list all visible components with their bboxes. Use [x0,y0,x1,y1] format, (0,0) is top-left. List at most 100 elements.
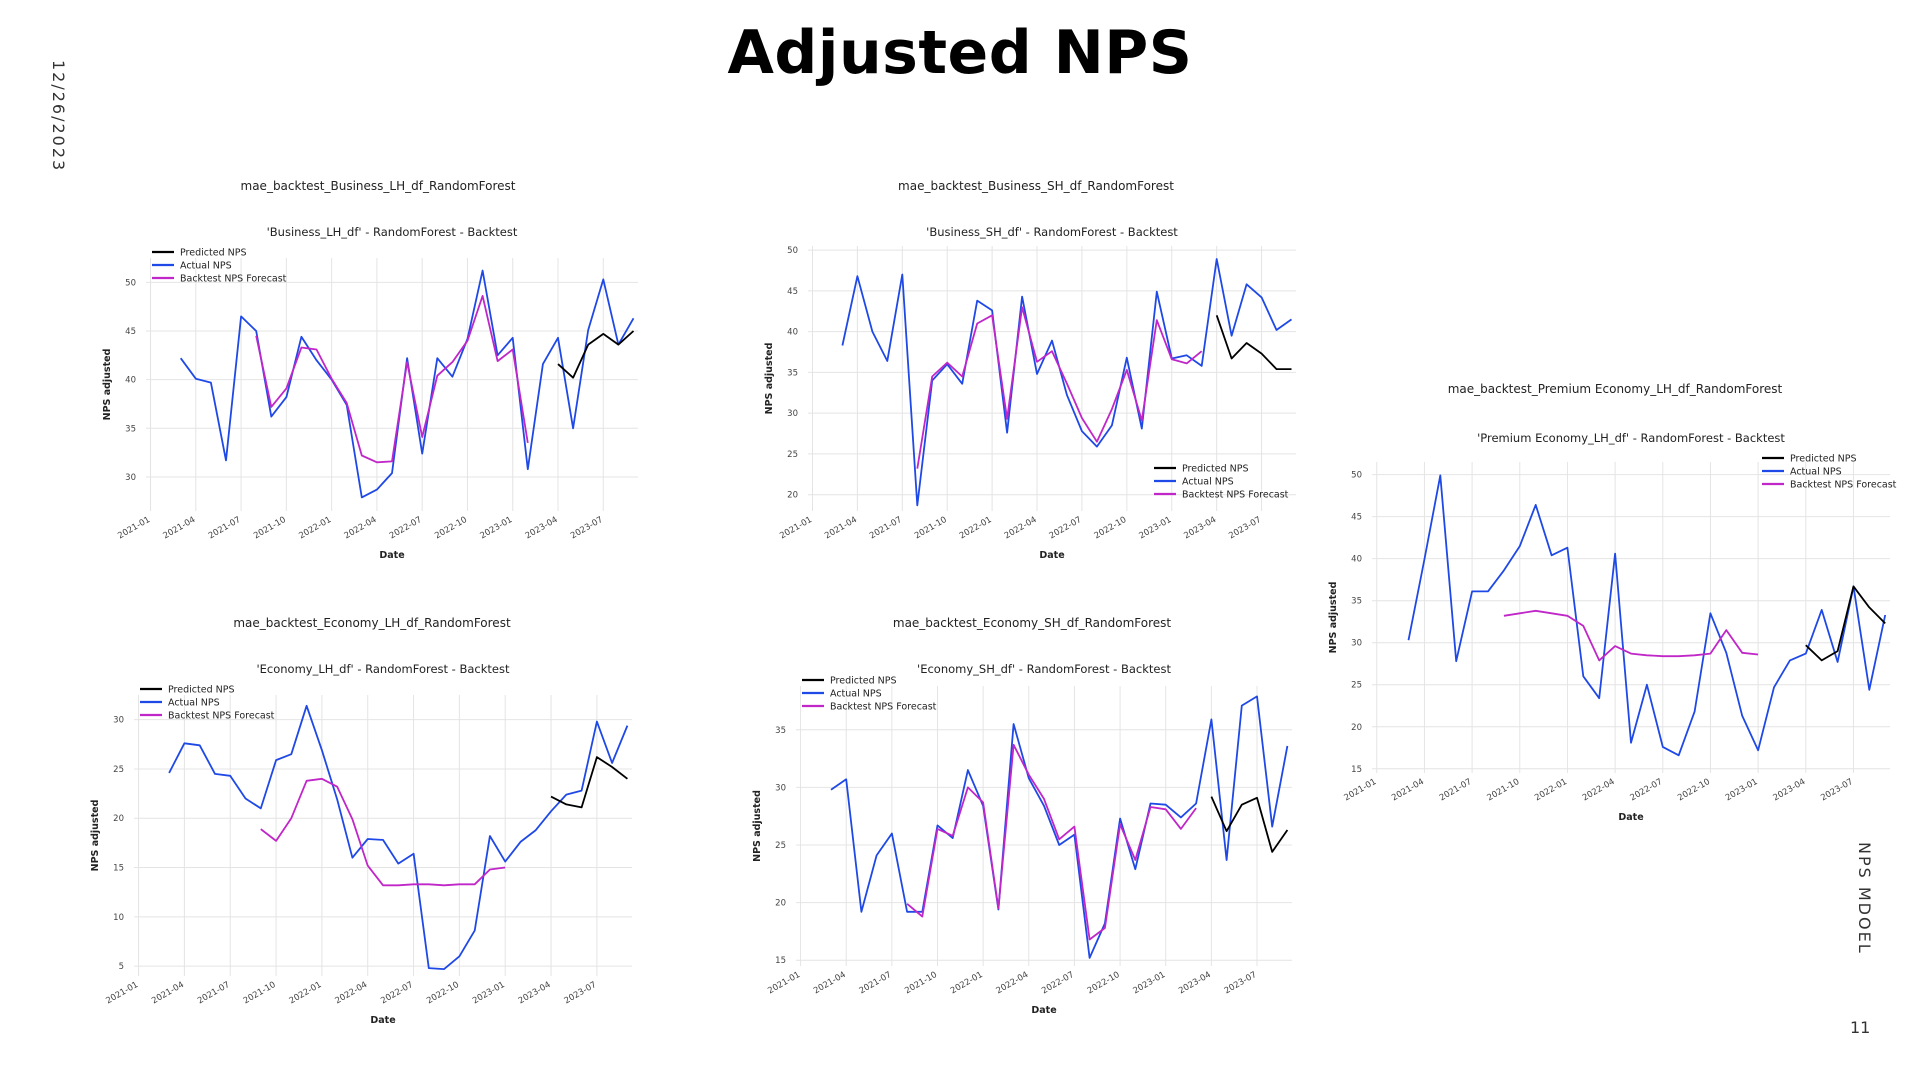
x-tick-label: 2022-01 [949,970,985,996]
y-tick-label: 5 [119,962,124,972]
x-tick-label: 2022-04 [333,980,369,1006]
legend-label-predicted: Predicted NPS [1790,454,1856,465]
chart-title: 'Business_SH_df' - RandomForest - Backte… [926,225,1178,239]
legend-label-actual: Actual NPS [1790,467,1842,478]
x-tick-label: 2023-07 [1227,515,1263,541]
series-line-actual [168,704,629,971]
legend-label-backtest: Backtest NPS Forecast [1182,490,1289,501]
page-number: 11 [1850,1018,1871,1037]
y-axis-label: NPS adjusted [1328,582,1339,654]
x-tick-label: 2021-10 [252,515,288,541]
x-tick-label: 2023-01 [1724,777,1760,803]
y-axis-label: NPS adjusted [90,800,101,872]
y-tick-label: 50 [787,246,798,256]
x-tick-label: 2021-04 [812,970,848,996]
chart-title: 'Premium Economy_LH_df' - RandomForest -… [1477,431,1785,445]
y-tick-label: 25 [113,765,124,775]
y-tick-label: 40 [787,328,798,338]
y-tick-label: 45 [125,327,136,337]
y-tick-label: 20 [113,814,124,824]
y-tick-label: 10 [113,913,124,923]
chart-panel-business-lh: mae_backtest_Business_LH_df_RandomForest… [98,178,658,588]
x-tick-label: 2022-07 [1629,777,1665,803]
series-line-actual [841,258,1293,507]
x-tick-label: 2022-10 [433,515,469,541]
y-axis-label: NPS adjusted [764,343,775,415]
x-tick-label: 2023-04 [1177,970,1213,996]
x-tick-label: 2021-10 [242,980,278,1006]
series-line-predicted [1215,315,1292,371]
x-tick-label: 2021-10 [1486,777,1522,803]
series-line-predicted [1805,585,1886,662]
y-tick-label: 30 [775,783,786,793]
chart-panel-economy-sh: mae_backtest_Economy_SH_df_RandomForest '… [752,614,1312,1024]
chart-outer-title: mae_backtest_Economy_LH_df_RandomForest [233,616,511,630]
y-tick-label: 45 [787,287,798,297]
series-line-backtest [255,295,529,464]
legend-label-backtest: Backtest NPS Forecast [830,702,937,713]
y-axis-label: NPS adjusted [102,349,113,421]
series-line-backtest [916,306,1203,469]
y-tick-label: 25 [787,450,798,460]
chart-outer-title: mae_backtest_Economy_SH_df_RandomForest [893,616,1172,630]
slide-title: Adjusted NPS [727,18,1193,88]
x-tick-label: 2021-04 [1390,777,1426,803]
y-tick-label: 35 [1351,597,1362,607]
y-tick-label: 20 [787,491,798,501]
chart-panel-premium-economy-lh: mae_backtest_Premium Economy_LH_df_Rando… [1320,380,1910,823]
x-tick-label: 2023-04 [524,515,560,541]
series-line-predicted [550,756,628,809]
legend-label-predicted: Predicted NPS [180,248,246,259]
y-tick-label: 40 [1351,555,1362,565]
series-line-actual [1407,474,1887,757]
x-tick-label: 2023-07 [1819,777,1855,803]
chart-title: 'Business_LH_df' - RandomForest - Backte… [267,225,518,239]
series-line-predicted [557,330,635,379]
x-tick-label: 2022-07 [388,515,424,541]
y-tick-label: 15 [775,956,786,966]
chart-premium-economy-lh: mae_backtest_Premium Economy_LH_df_Rando… [1328,382,1897,823]
x-tick-label: 2022-10 [1086,970,1122,996]
x-tick-label: 2021-07 [858,970,894,996]
x-tick-label: 2022-07 [1048,515,1084,541]
x-tick-label: 2022-07 [1040,970,1076,996]
y-tick-label: 30 [125,473,136,483]
series-line-actual [830,695,1289,959]
chart-business-lh: mae_backtest_Business_LH_df_RandomForest… [102,179,638,561]
y-tick-label: 50 [125,278,136,288]
chart-outer-title: mae_backtest_Premium Economy_LH_df_Rando… [1448,382,1783,396]
slide-footer: NPS MDOEL [1855,842,1874,955]
x-tick-label: 2023-01 [478,515,514,541]
x-tick-label: 2022-01 [1533,777,1569,803]
x-tick-label: 2022-01 [958,515,994,541]
x-tick-label: 2021-01 [1343,777,1379,803]
x-tick-label: 2021-01 [778,515,814,541]
x-tick-label: 2021-07 [868,515,904,541]
x-tick-label: 2021-04 [150,980,186,1006]
legend-label-predicted: Predicted NPS [1182,464,1248,475]
x-tick-label: 2021-01 [116,515,152,541]
series-line-backtest [906,743,1197,941]
chart-business-sh: mae_backtest_Business_SH_df_RandomForest… [764,179,1296,561]
legend-label-actual: Actual NPS [180,261,232,272]
x-tick-label: 2022-10 [1676,777,1712,803]
legend-label-predicted: Predicted NPS [168,685,234,696]
x-tick-label: 2023-04 [517,980,553,1006]
x-tick-label: 2022-01 [297,515,333,541]
series-line-backtest [1503,609,1759,662]
y-tick-label: 45 [1351,513,1362,523]
chart-title: 'Economy_LH_df' - RandomForest - Backtes… [256,662,510,676]
x-tick-label: 2023-01 [1131,970,1167,996]
legend-label-backtest: Backtest NPS Forecast [180,274,287,285]
chart-outer-title: mae_backtest_Business_LH_df_RandomForest [241,179,516,193]
y-tick-label: 20 [1351,723,1362,733]
y-tick-label: 35 [787,368,798,378]
x-tick-label: 2023-04 [1182,515,1218,541]
x-tick-label: 2021-01 [104,980,140,1006]
chart-economy-lh: mae_backtest_Economy_LH_df_RandomForest '… [90,616,632,1026]
y-tick-label: 50 [1351,471,1362,481]
x-tick-label: 2022-04 [343,515,379,541]
x-tick-label: 2022-10 [1093,515,1129,541]
legend-label-actual: Actual NPS [1182,477,1234,488]
x-axis-label: Date [379,550,404,561]
